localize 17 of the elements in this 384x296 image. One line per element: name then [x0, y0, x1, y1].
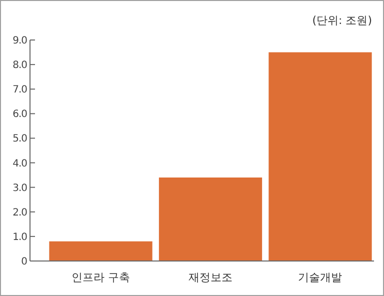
y-tick-label: 6.0	[12, 109, 28, 120]
y-tick-label: 0	[21, 256, 28, 268]
bar	[268, 52, 372, 261]
y-tick-label: 4.0	[12, 158, 28, 170]
y-tick-label: 8.0	[12, 60, 28, 72]
text: (단위: 조원)	[312, 14, 372, 27]
y-tick-label: 9.0	[12, 36, 28, 46]
y-tick-label: 2.0	[12, 207, 28, 218]
y-tick-label: 7.0	[12, 84, 28, 96]
y-tick-label: 1.0	[12, 232, 28, 243]
bar	[49, 241, 152, 261]
y-tick-label: 3.0	[12, 182, 28, 194]
x-tick-label: 재정보조	[188, 271, 232, 284]
bar	[158, 178, 262, 261]
y-tick-label: 5.0	[12, 134, 28, 145]
x-tick-label: 기술개발	[298, 271, 342, 284]
x-tick-label: 인프라 구축	[72, 271, 130, 284]
